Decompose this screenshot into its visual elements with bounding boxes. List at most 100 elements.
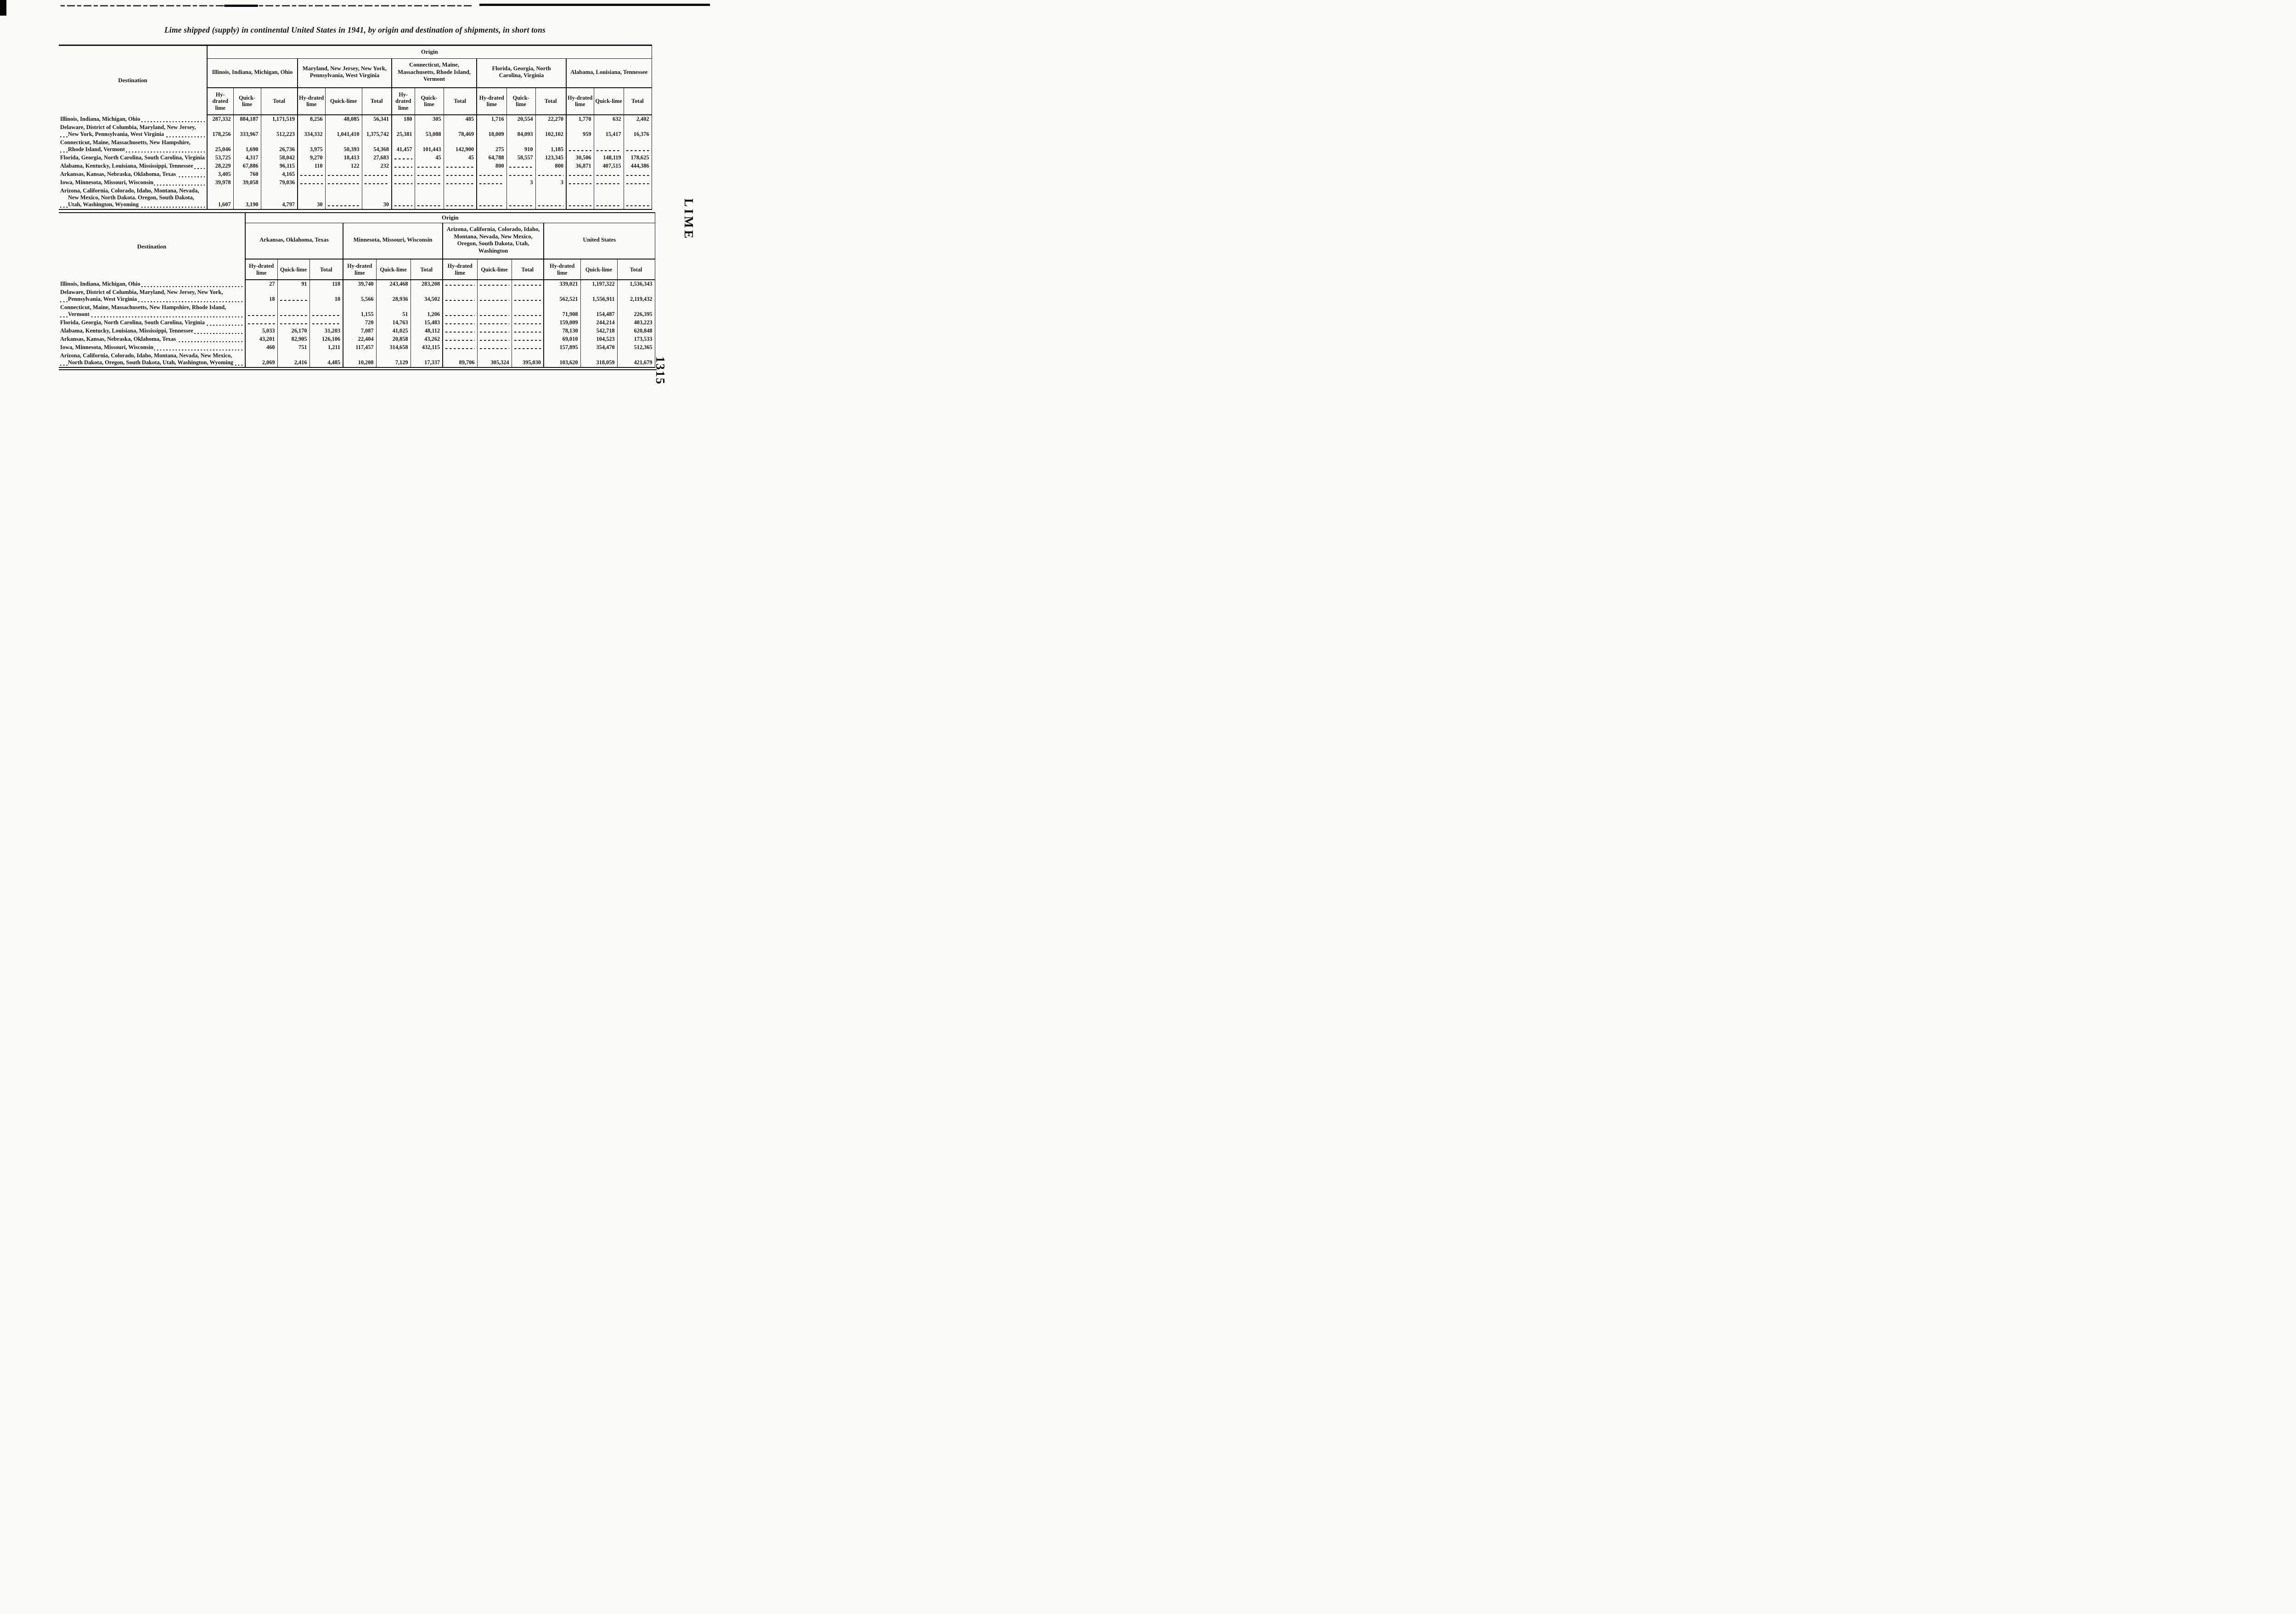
table-row: Arkansas, Kansas, Nebraska, Oklahoma, Te… (59, 335, 655, 344)
destination-cell: Arizona, California, Colorado, Idaho, Mo… (59, 352, 246, 368)
empty-value-cell (277, 304, 310, 319)
empty-value-cell (623, 187, 652, 209)
value-cell: 4,165 (260, 170, 298, 179)
value-cell: 562,521 (543, 288, 580, 304)
destination-label: Arizona, California, Colorado, Idaho, Mo… (60, 352, 234, 366)
empty-value-cell (442, 344, 477, 352)
destination-cell: Delaware, District of Columbia, Maryland… (59, 288, 246, 304)
value-cell: 1,375,742 (361, 124, 392, 139)
empty-value-cell (623, 179, 652, 187)
value-cell: 760 (233, 170, 261, 179)
table-row: Illinois, Indiana, Michigan, Ohio 27 91 118… (59, 280, 655, 289)
empty-value-cell (476, 179, 506, 187)
value-cell: 1,197,322 (580, 280, 617, 289)
table-row: Arizona, California, Colorado, Idaho, Mo… (59, 187, 652, 209)
subcolumn-header: Hy-drated lime (207, 87, 233, 116)
empty-value-cell (593, 179, 624, 187)
value-cell: 2,416 (277, 352, 310, 368)
empty-value-cell (477, 335, 512, 344)
empty-value-cell (476, 170, 506, 179)
value-cell: 720 (343, 319, 376, 327)
subcolumn-header: Quick-lime (376, 259, 411, 281)
value-cell: 17,337 (410, 352, 443, 368)
subcolumn-header: Hy-drated lime (476, 87, 506, 116)
value-cell: 173,533 (617, 335, 655, 344)
destination-label: Connecticut, Maine, Massachusetts, New H… (60, 139, 191, 152)
value-cell: 334,332 (297, 124, 325, 139)
table-row: Iowa, Minnesota, Missouri, Wisconsin 39,9… (59, 179, 652, 187)
value-cell: 2,402 (623, 115, 652, 124)
destination-label: Delaware, District of Columbia, Maryland… (60, 124, 196, 137)
shipments-table-bottom: Destination Origin Arkansas, Oklahoma, Tex… (59, 212, 655, 368)
value-cell: 884,187 (233, 115, 261, 124)
empty-value-cell (297, 170, 325, 179)
value-cell: 632 (593, 115, 624, 124)
empty-value-cell (477, 319, 512, 327)
value-cell: 1,155 (343, 304, 376, 319)
value-cell: 45 (443, 154, 477, 162)
value-cell: 226,395 (617, 304, 655, 319)
empty-value-cell (391, 154, 415, 162)
destination-label: Arkansas, Kansas, Nebraska, Oklahoma, Te… (60, 171, 176, 177)
empty-value-cell (477, 304, 512, 319)
destination-cell: Alabama, Kentucky, Louisiana, Mississipp… (59, 162, 208, 170)
destination-label: Alabama, Kentucky, Louisiana, Mississipp… (60, 327, 193, 334)
subcolumn-header: Quick-lime (593, 87, 624, 116)
empty-value-cell (361, 179, 392, 187)
origin-group-header: Illinois, Indiana, Michigan, Ohio (207, 58, 298, 88)
value-cell: 16,376 (623, 124, 652, 139)
value-cell: 104,523 (580, 335, 617, 344)
destination-cell: Florida, Georgia, North Carolina, South … (59, 154, 208, 162)
value-cell: 78,130 (543, 327, 580, 336)
empty-value-cell (566, 179, 594, 187)
value-cell: 41,457 (391, 139, 415, 154)
destination-cell: Arizona, California, Colorado, Idaho, Mo… (59, 187, 208, 209)
table-row: Alabama, Kentucky, Louisiana, Mississipp… (59, 162, 652, 170)
value-cell: 71,908 (543, 304, 580, 319)
destination-label: Illinois, Indiana, Michigan, Ohio (60, 116, 141, 122)
subcolumn-header: Quick-lime (277, 259, 310, 281)
value-cell: 157,895 (543, 344, 580, 352)
subcolumn-header: Hy-drated lime (343, 259, 376, 281)
value-cell: 154,487 (580, 304, 617, 319)
empty-value-cell (506, 170, 535, 179)
value-cell: 118 (309, 280, 343, 289)
value-cell: 8,256 (297, 115, 325, 124)
empty-value-cell (325, 170, 362, 179)
value-cell: 4,317 (233, 154, 261, 162)
value-cell: 333,967 (233, 124, 261, 139)
value-cell: 305,324 (477, 352, 512, 368)
value-cell: 22,270 (535, 115, 566, 124)
empty-value-cell (391, 162, 415, 170)
value-cell: 82,905 (277, 335, 310, 344)
table-row: Illinois, Indiana, Michigan, Ohio 287,332… (59, 115, 652, 124)
value-cell: 1,607 (218, 201, 231, 208)
value-cell: 339,021 (543, 280, 580, 289)
value-cell: 123,345 (535, 154, 566, 162)
value-cell: 18 (269, 296, 275, 303)
value-cell: 41,025 (376, 327, 411, 336)
value-cell: 27 (269, 281, 275, 288)
value-cell: 101,443 (414, 139, 444, 154)
value-cell: 243,468 (376, 280, 411, 289)
value-cell: 148,119 (593, 154, 624, 162)
empty-value-cell (511, 335, 544, 344)
empty-value-cell (245, 319, 277, 327)
destination-cell: Arkansas, Kansas, Nebraska, Oklahoma, Te… (59, 170, 208, 179)
value-cell: 1,716 (476, 115, 506, 124)
value-cell: 1,041,410 (325, 124, 362, 139)
value-cell: 9,270 (297, 154, 325, 162)
destination-label: Delaware, District of Columbia, Maryland… (60, 289, 223, 303)
subcolumn-header: Hy-drated lime (297, 87, 325, 116)
subcolumn-header: Quick-lime (414, 87, 444, 116)
empty-value-cell (245, 304, 277, 319)
empty-value-cell (566, 170, 594, 179)
value-cell: 444,386 (623, 162, 652, 170)
origin-group-header: Connecticut, Maine, Massachusetts, Rhode… (391, 58, 477, 88)
value-cell: 84,093 (506, 124, 535, 139)
value-cell: 4,485 (309, 352, 343, 368)
value-cell: 53,725 (215, 154, 231, 161)
subcolumn-header: Total (309, 259, 343, 281)
value-cell: 3 (506, 179, 535, 187)
empty-value-cell (477, 288, 512, 304)
